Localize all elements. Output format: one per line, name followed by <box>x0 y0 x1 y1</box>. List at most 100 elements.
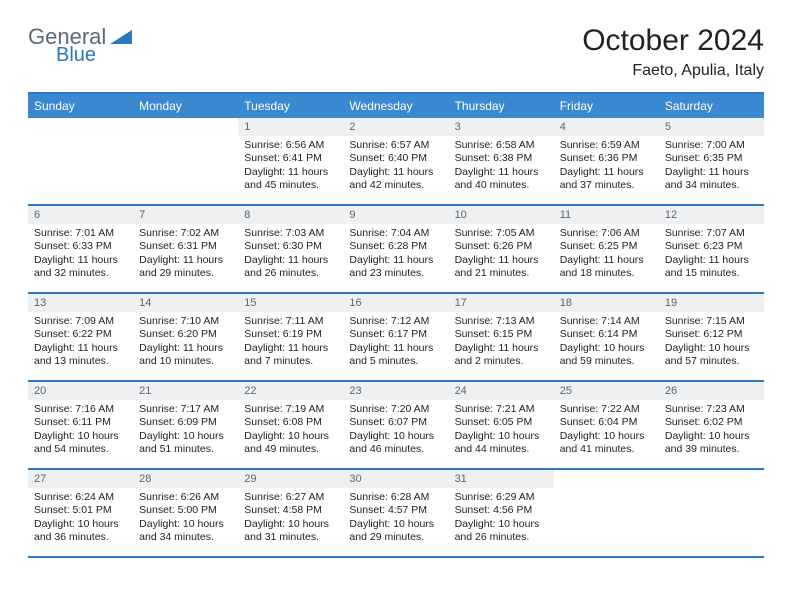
logo-triangle-icon <box>110 24 132 50</box>
sunset-text: Sunset: 6:28 PM <box>349 240 442 253</box>
sunset-text: Sunset: 6:15 PM <box>455 328 548 341</box>
sunset-text: Sunset: 6:09 PM <box>139 416 232 429</box>
sunrise-text: Sunrise: 7:01 AM <box>34 227 127 240</box>
day-cell: 19Sunrise: 7:15 AMSunset: 6:12 PMDayligh… <box>659 294 764 380</box>
sunset-text: Sunset: 6:33 PM <box>34 240 127 253</box>
day-number: 7 <box>133 206 238 224</box>
day-cell: 1Sunrise: 6:56 AMSunset: 6:41 PMDaylight… <box>238 118 343 204</box>
sunset-text: Sunset: 6:25 PM <box>560 240 653 253</box>
daylight-text: Daylight: 10 hours and 39 minutes. <box>665 430 758 457</box>
sunset-text: Sunset: 6:31 PM <box>139 240 232 253</box>
sunrise-text: Sunrise: 7:17 AM <box>139 403 232 416</box>
daylight-text: Daylight: 10 hours and 57 minutes. <box>665 342 758 369</box>
sunset-text: Sunset: 4:57 PM <box>349 504 442 517</box>
day-cell: 9Sunrise: 7:04 AMSunset: 6:28 PMDaylight… <box>343 206 448 292</box>
day-cell: 27Sunrise: 6:24 AMSunset: 5:01 PMDayligh… <box>28 470 133 556</box>
sunrise-text: Sunrise: 7:09 AM <box>34 315 127 328</box>
day-cell: 8Sunrise: 7:03 AMSunset: 6:30 PMDaylight… <box>238 206 343 292</box>
sunset-text: Sunset: 6:04 PM <box>560 416 653 429</box>
sunrise-text: Sunrise: 7:05 AM <box>455 227 548 240</box>
daylight-text: Daylight: 11 hours and 5 minutes. <box>349 342 442 369</box>
sunrise-text: Sunrise: 7:03 AM <box>244 227 337 240</box>
day-body: Sunrise: 7:01 AMSunset: 6:33 PMDaylight:… <box>28 224 133 285</box>
day-body: Sunrise: 7:20 AMSunset: 6:07 PMDaylight:… <box>343 400 448 461</box>
day-cell: 11Sunrise: 7:06 AMSunset: 6:25 PMDayligh… <box>554 206 659 292</box>
day-number: 31 <box>449 470 554 488</box>
daylight-text: Daylight: 11 hours and 37 minutes. <box>560 166 653 193</box>
day-body: Sunrise: 7:14 AMSunset: 6:14 PMDaylight:… <box>554 312 659 373</box>
day-body: Sunrise: 7:03 AMSunset: 6:30 PMDaylight:… <box>238 224 343 285</box>
sunrise-text: Sunrise: 7:14 AM <box>560 315 653 328</box>
daylight-text: Daylight: 11 hours and 7 minutes. <box>244 342 337 369</box>
header: General Blue October 2024 Faeto, Apulia,… <box>28 24 764 80</box>
sunrise-text: Sunrise: 7:00 AM <box>665 139 758 152</box>
sunrise-text: Sunrise: 6:27 AM <box>244 491 337 504</box>
daylight-text: Daylight: 11 hours and 26 minutes. <box>244 254 337 281</box>
week-row: 6Sunrise: 7:01 AMSunset: 6:33 PMDaylight… <box>28 206 764 294</box>
sunset-text: Sunset: 6:05 PM <box>455 416 548 429</box>
dow-friday: Friday <box>554 94 659 118</box>
sunrise-text: Sunrise: 6:58 AM <box>455 139 548 152</box>
daylight-text: Daylight: 10 hours and 46 minutes. <box>349 430 442 457</box>
sunrise-text: Sunrise: 7:20 AM <box>349 403 442 416</box>
sunset-text: Sunset: 6:14 PM <box>560 328 653 341</box>
daylight-text: Daylight: 11 hours and 21 minutes. <box>455 254 548 281</box>
sunset-text: Sunset: 6:23 PM <box>665 240 758 253</box>
day-body: Sunrise: 7:17 AMSunset: 6:09 PMDaylight:… <box>133 400 238 461</box>
day-cell: 13Sunrise: 7:09 AMSunset: 6:22 PMDayligh… <box>28 294 133 380</box>
sunrise-text: Sunrise: 7:11 AM <box>244 315 337 328</box>
dow-sunday: Sunday <box>28 94 133 118</box>
day-body: Sunrise: 7:13 AMSunset: 6:15 PMDaylight:… <box>449 312 554 373</box>
sunset-text: Sunset: 6:22 PM <box>34 328 127 341</box>
day-cell: 22Sunrise: 7:19 AMSunset: 6:08 PMDayligh… <box>238 382 343 468</box>
day-cell: 29Sunrise: 6:27 AMSunset: 4:58 PMDayligh… <box>238 470 343 556</box>
day-cell <box>133 118 238 204</box>
day-body: Sunrise: 7:12 AMSunset: 6:17 PMDaylight:… <box>343 312 448 373</box>
day-cell: 18Sunrise: 7:14 AMSunset: 6:14 PMDayligh… <box>554 294 659 380</box>
sunrise-text: Sunrise: 6:59 AM <box>560 139 653 152</box>
daylight-text: Daylight: 11 hours and 42 minutes. <box>349 166 442 193</box>
daylight-text: Daylight: 11 hours and 45 minutes. <box>244 166 337 193</box>
daylight-text: Daylight: 11 hours and 18 minutes. <box>560 254 653 281</box>
sunrise-text: Sunrise: 6:24 AM <box>34 491 127 504</box>
sunrise-text: Sunrise: 7:06 AM <box>560 227 653 240</box>
daylight-text: Daylight: 11 hours and 23 minutes. <box>349 254 442 281</box>
logo-text-2: Blue <box>56 44 96 67</box>
dow-monday: Monday <box>133 94 238 118</box>
sunrise-text: Sunrise: 6:29 AM <box>455 491 548 504</box>
day-number <box>659 470 764 488</box>
daylight-text: Daylight: 10 hours and 54 minutes. <box>34 430 127 457</box>
sunrise-text: Sunrise: 7:10 AM <box>139 315 232 328</box>
day-cell: 25Sunrise: 7:22 AMSunset: 6:04 PMDayligh… <box>554 382 659 468</box>
daylight-text: Daylight: 10 hours and 41 minutes. <box>560 430 653 457</box>
sunset-text: Sunset: 5:00 PM <box>139 504 232 517</box>
sunset-text: Sunset: 6:08 PM <box>244 416 337 429</box>
day-cell: 15Sunrise: 7:11 AMSunset: 6:19 PMDayligh… <box>238 294 343 380</box>
sunset-text: Sunset: 6:11 PM <box>34 416 127 429</box>
day-cell: 7Sunrise: 7:02 AMSunset: 6:31 PMDaylight… <box>133 206 238 292</box>
day-number: 14 <box>133 294 238 312</box>
day-number: 10 <box>449 206 554 224</box>
day-number: 23 <box>343 382 448 400</box>
day-number: 18 <box>554 294 659 312</box>
sunset-text: Sunset: 6:02 PM <box>665 416 758 429</box>
day-body: Sunrise: 7:06 AMSunset: 6:25 PMDaylight:… <box>554 224 659 285</box>
day-number: 26 <box>659 382 764 400</box>
sunrise-text: Sunrise: 7:04 AM <box>349 227 442 240</box>
week-row: 13Sunrise: 7:09 AMSunset: 6:22 PMDayligh… <box>28 294 764 382</box>
day-cell: 3Sunrise: 6:58 AMSunset: 6:38 PMDaylight… <box>449 118 554 204</box>
day-cell: 24Sunrise: 7:21 AMSunset: 6:05 PMDayligh… <box>449 382 554 468</box>
daylight-text: Daylight: 11 hours and 15 minutes. <box>665 254 758 281</box>
day-cell: 30Sunrise: 6:28 AMSunset: 4:57 PMDayligh… <box>343 470 448 556</box>
day-body: Sunrise: 6:57 AMSunset: 6:40 PMDaylight:… <box>343 136 448 197</box>
day-cell: 6Sunrise: 7:01 AMSunset: 6:33 PMDaylight… <box>28 206 133 292</box>
sunrise-text: Sunrise: 7:22 AM <box>560 403 653 416</box>
week-row: 1Sunrise: 6:56 AMSunset: 6:41 PMDaylight… <box>28 118 764 206</box>
sunset-text: Sunset: 4:56 PM <box>455 504 548 517</box>
day-body: Sunrise: 7:16 AMSunset: 6:11 PMDaylight:… <box>28 400 133 461</box>
sunset-text: Sunset: 6:07 PM <box>349 416 442 429</box>
day-body: Sunrise: 7:15 AMSunset: 6:12 PMDaylight:… <box>659 312 764 373</box>
sunrise-text: Sunrise: 7:19 AM <box>244 403 337 416</box>
week-row: 27Sunrise: 6:24 AMSunset: 5:01 PMDayligh… <box>28 470 764 558</box>
daylight-text: Daylight: 10 hours and 59 minutes. <box>560 342 653 369</box>
